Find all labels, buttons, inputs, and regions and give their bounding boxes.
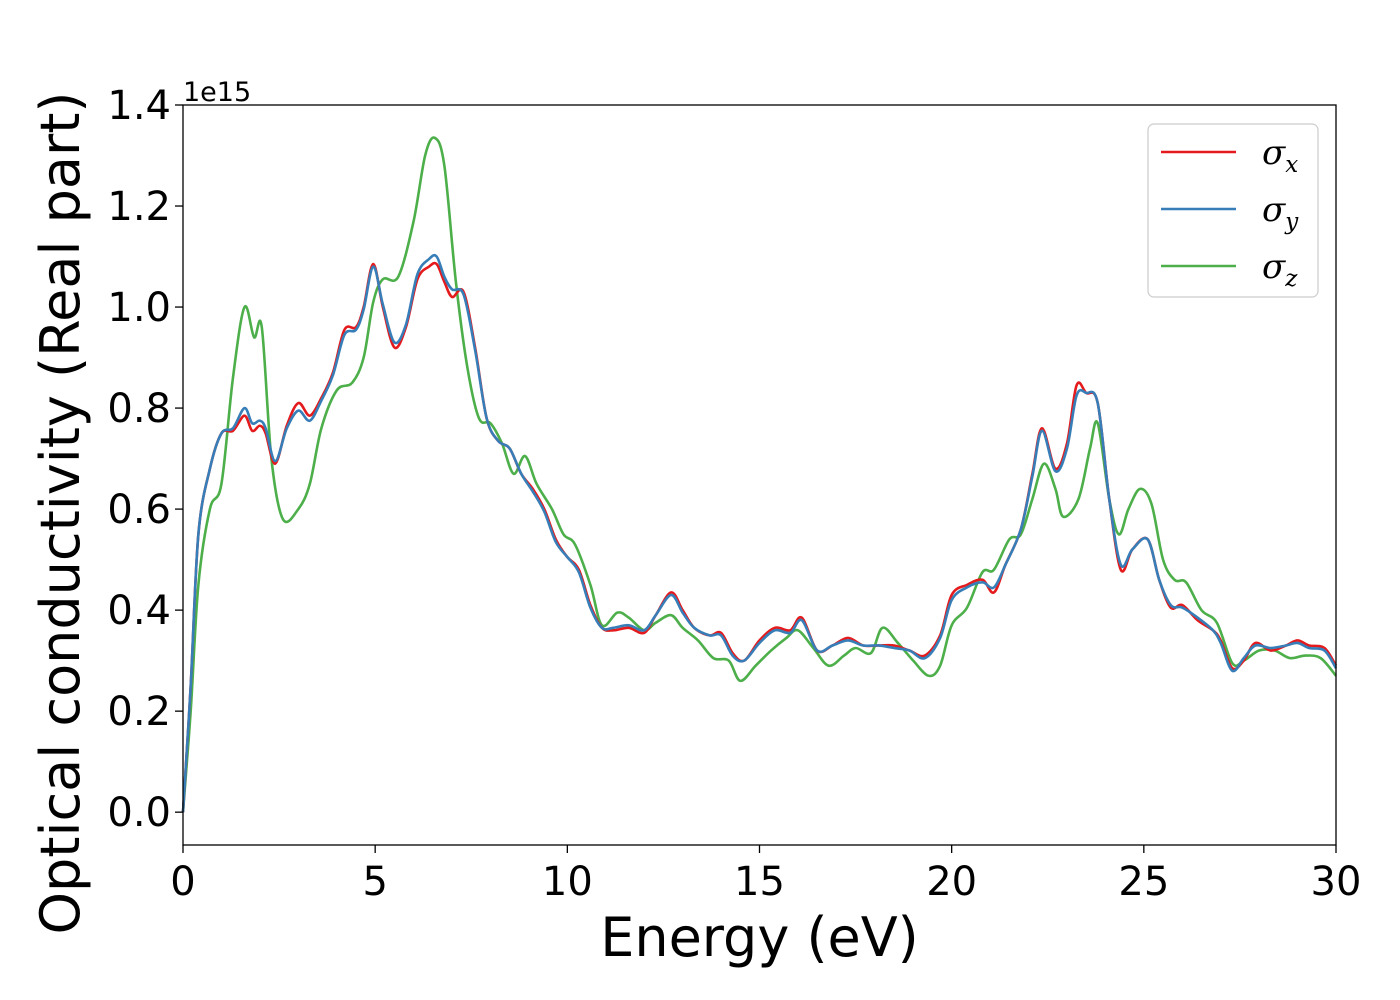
x-tick-label: 20 xyxy=(926,859,977,905)
y-tick-label: 0.6 xyxy=(107,487,171,533)
legend-box xyxy=(1147,123,1319,298)
legend: σx σy σz xyxy=(1147,123,1319,298)
x-axis-title: Energy (eV) xyxy=(600,906,919,969)
x-tick-label: 0 xyxy=(170,859,195,905)
y-tick-label: 1.0 xyxy=(107,285,171,331)
y-tick-label: 0.8 xyxy=(107,386,171,432)
y-axis: 0.0 0.2 0.4 0.6 0.8 1.0 1.2 1.4 xyxy=(107,83,183,836)
x-tick-label: 5 xyxy=(362,859,387,905)
y-axis-title: Optical conductivity (Real part) xyxy=(29,92,92,935)
y-tick-label: 0.2 xyxy=(107,689,171,735)
legend-label-sigma-z: σz xyxy=(1262,247,1298,292)
x-tick-label: 25 xyxy=(1118,859,1169,905)
x-axis: 0 5 10 15 20 25 30 xyxy=(170,845,1361,905)
legend-label-sigma-x: σx xyxy=(1262,133,1298,178)
legend-label-sigma-y: σy xyxy=(1262,190,1299,235)
y-offset-label: 1e15 xyxy=(183,77,251,108)
y-tick-label: 1.4 xyxy=(107,83,171,129)
x-tick-label: 10 xyxy=(542,859,593,905)
x-tick-label: 15 xyxy=(734,859,785,905)
y-tick-label: 0.4 xyxy=(107,588,171,634)
plot-lines xyxy=(181,136,1338,813)
series-line-sigma-y xyxy=(181,253,1338,813)
x-tick-label: 30 xyxy=(1311,859,1362,905)
y-tick-label: 1.2 xyxy=(107,184,171,230)
series-line-sigma-x xyxy=(181,261,1338,813)
series-line-sigma-z xyxy=(181,136,1338,813)
y-tick-label: 0.0 xyxy=(107,790,171,836)
